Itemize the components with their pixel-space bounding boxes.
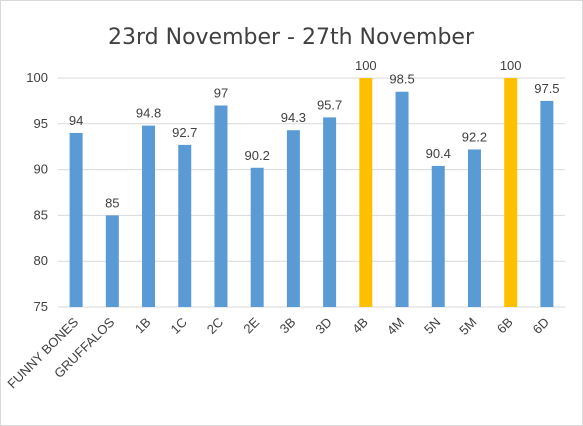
bar bbox=[250, 167, 264, 307]
x-tick-label: 6D bbox=[530, 315, 552, 337]
bar bbox=[286, 130, 300, 307]
y-tick-label: 95 bbox=[34, 116, 48, 131]
x-tick-label: 6B bbox=[494, 315, 516, 337]
bar bbox=[142, 125, 156, 307]
bar bbox=[431, 165, 445, 307]
data-label: 97.5 bbox=[534, 81, 559, 96]
gridlines bbox=[58, 77, 565, 308]
data-label: 100 bbox=[355, 58, 377, 73]
data-label: 94.3 bbox=[281, 110, 306, 125]
data-label: 92.7 bbox=[172, 125, 197, 140]
bar bbox=[359, 78, 373, 307]
x-tick-label: 4M bbox=[384, 315, 407, 338]
x-tick-label: 1B bbox=[132, 315, 154, 337]
y-tick-label: 90 bbox=[34, 162, 48, 177]
data-label: 94 bbox=[69, 113, 83, 128]
x-tick-label: 5N bbox=[421, 315, 443, 337]
chart-title: 23rd November - 27th November bbox=[108, 25, 475, 50]
bar bbox=[467, 149, 481, 307]
y-tick-label: 75 bbox=[34, 299, 48, 314]
bar bbox=[504, 78, 518, 307]
x-tick-label: 1C bbox=[168, 315, 190, 337]
y-tick-label: 80 bbox=[34, 253, 48, 268]
x-tick-label: 2E bbox=[240, 314, 262, 336]
data-labels: 94 85 94.8 92.7 97 90.2 94.3 95.7 100 98.5 90.4 92.… bbox=[69, 58, 560, 210]
bar bbox=[105, 215, 119, 307]
x-tick-label: 5M bbox=[456, 315, 479, 338]
data-label: 90.4 bbox=[426, 146, 451, 161]
x-tick-label: 3B bbox=[277, 315, 299, 337]
data-label: 90.2 bbox=[245, 148, 270, 163]
y-axis-ticks: 75 80 85 90 95 100 bbox=[26, 70, 48, 314]
x-tick-label: 4B bbox=[349, 315, 371, 337]
x-tick-label: 3D bbox=[312, 315, 334, 337]
bar bbox=[323, 117, 337, 307]
y-tick-label: 100 bbox=[26, 70, 48, 85]
data-label: 94.8 bbox=[136, 106, 161, 121]
bar bbox=[214, 105, 228, 307]
bar bbox=[395, 91, 409, 308]
x-tick-label: 2C bbox=[204, 315, 226, 337]
data-label: 100 bbox=[500, 58, 522, 73]
bar bbox=[178, 144, 192, 307]
bars bbox=[69, 78, 554, 308]
data-label: 85 bbox=[105, 195, 119, 210]
data-label: 98.5 bbox=[389, 72, 414, 87]
bar bbox=[540, 100, 554, 308]
data-label: 92.2 bbox=[462, 129, 487, 144]
bar bbox=[69, 132, 83, 307]
data-label: 95.7 bbox=[317, 97, 342, 112]
y-tick-label: 85 bbox=[34, 207, 48, 222]
data-label: 97 bbox=[214, 85, 228, 100]
